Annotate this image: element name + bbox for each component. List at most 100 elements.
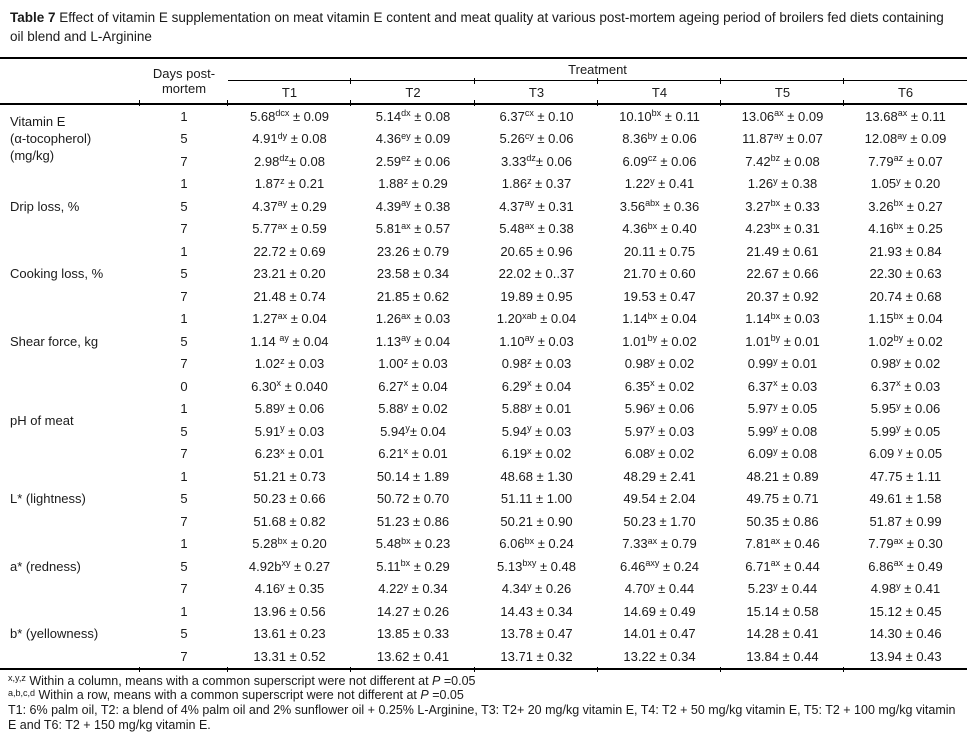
header-row-treatments: T1 T2 T3 T4 T5 T6 (0, 77, 967, 105)
day-cell: 5 (180, 333, 188, 349)
value-cell: 20.65 ± 0.96 (500, 243, 573, 259)
table-row: 5 4.92bxy ± 0.27 5.11bx ± 0.29 5.13bxy ± 0.… (0, 555, 967, 578)
day-cell: 7 (180, 446, 188, 462)
value-cell: 23.58 ± 0.34 (376, 266, 450, 282)
value-cell: 6.37x ± 0.03 (870, 378, 941, 394)
days-postmortem-header: Days post-mortem (139, 58, 228, 105)
value-cell: 1.14 ay ± 0.04 (250, 333, 329, 349)
value-cell: 5.28bx ± 0.20 (252, 535, 327, 552)
value-cell: 1.86z ± 0.37 (501, 175, 572, 192)
parameter-label: b* (yellowness) (10, 626, 99, 642)
value-cell: 4.91dy ± 0.08 (252, 130, 327, 147)
table-row: 5 4.37ay ± 0.29 4.39ay ± 0.38 4.37ay ± 0.31… (0, 195, 967, 218)
value-cell: 7.79ax ± 0.30 (868, 535, 943, 552)
superscript: y (527, 423, 532, 434)
parameter-label: Vitamin E (α-tocopherol) (mg/kg) (10, 114, 92, 164)
superscript: y (650, 423, 655, 434)
value-cell: 1.00z ± 0.03 (378, 355, 448, 372)
superscript: y (280, 580, 285, 591)
value-cell: 4.16y ± 0.35 (254, 580, 325, 597)
superscript: ax (774, 108, 784, 119)
value-cell: 1.10ay ± 0.03 (499, 333, 574, 349)
day-cell: 7 (180, 153, 188, 169)
value-cell: 5.95y ± 0.06 (870, 400, 941, 417)
paper-page: Table 7 Effect of vitamin E supplementat… (0, 8, 967, 733)
table-row: 7 6.23x ± 0.01 6.21x ± 0.01 6.19x ± 0.02 6.0… (0, 443, 967, 466)
value-cell: 21.49 ± 0.61 (746, 243, 819, 259)
superscript: y (527, 580, 532, 591)
value-cell: 1.87z ± 0.21 (254, 175, 325, 192)
value-cell: 5.97y ± 0.05 (747, 400, 818, 417)
superscript: a,b,c,d (8, 687, 36, 698)
column-header-t1: T1 (227, 80, 351, 105)
value-cell: 13.61 ± 0.23 (253, 626, 326, 642)
value-cell: 6.09cz ± 0.06 (622, 153, 697, 169)
value-cell: 5.48bx ± 0.23 (375, 535, 451, 552)
value-cell: 14.30 ± 0.46 (869, 626, 942, 642)
superscript: z (403, 175, 409, 186)
value-cell: 6.37x ± 0.03 (747, 378, 818, 394)
day-cell: 1 (180, 311, 188, 327)
superscript: x (280, 445, 285, 456)
table-row: Cooking loss, % 1 22.72 ± 0.69 23.26 ± 0.79… (0, 240, 967, 282)
value-cell: 49.61 ± 1.58 (869, 491, 942, 507)
day-cell: 5 (180, 558, 188, 574)
superscript: ax (277, 220, 288, 231)
value-cell: 10.10bx ± 0.11 (619, 108, 700, 124)
day-cell: 5 (180, 266, 188, 282)
day-cell: 0 (180, 378, 188, 394)
value-cell: 51.68 ± 0.82 (253, 513, 326, 529)
value-cell: 13.22 ± 0.34 (597, 645, 721, 671)
value-cell: 6.27x ± 0.04 (378, 378, 448, 394)
value-cell: 5.99y ± 0.08 (747, 423, 818, 439)
superscript: ax (893, 558, 904, 569)
superscript: z (527, 175, 532, 186)
superscript: bx (770, 198, 781, 209)
superscript: ax (770, 558, 781, 569)
day-cell: 1 (180, 108, 188, 124)
value-cell: 5.11bx ± 0.29 (376, 558, 450, 574)
superscript: xy (281, 558, 291, 569)
footnote-line: x,y,z Within a column, means with a comm… (8, 673, 476, 688)
superscript: y (650, 355, 655, 366)
superscript: ay (277, 198, 288, 209)
value-cell: 6.23x ± 0.01 (254, 445, 325, 462)
value-cell: 50.21 ± 0.90 (500, 513, 573, 529)
value-cell: 20.74 ± 0.68 (869, 288, 942, 304)
superscript: ez (401, 153, 411, 164)
value-cell: 48.21 ± 0.89 (746, 468, 819, 484)
superscript: ay (401, 198, 411, 209)
value-cell: 0.98y ± 0.02 (870, 355, 941, 372)
superscript: ax (897, 108, 908, 119)
superscript: y (896, 423, 901, 434)
value-cell: 7.81ax ± 0.46 (745, 535, 820, 552)
table-row: Shear force, kg 1 1.27ax ± 0.04 1.26ax ± 0.… (0, 308, 967, 349)
value-cell: 4.22y ± 0.34 (378, 580, 448, 597)
value-cell: 4.16bx ± 0.25 (868, 220, 943, 237)
value-cell: 49.54 ± 2.04 (623, 491, 696, 507)
table-row: L* (lightness) 1 51.21 ± 0.73 50.14 ± 1.89 4… (0, 465, 967, 507)
column-header-t3: T3 (474, 77, 598, 105)
value-cell: 51.21 ± 0.73 (253, 468, 326, 484)
day-cell: 7 (180, 288, 188, 304)
value-cell: 3.27bx ± 0.33 (745, 198, 820, 214)
value-cell: 2.98dz± 0.08 (254, 153, 325, 169)
value-cell: 7.79az ± 0.07 (868, 153, 943, 169)
superscript: x (403, 445, 409, 456)
day-cell: 1 (180, 401, 188, 417)
value-cell: 20.11 ± 0.75 (623, 243, 696, 259)
parameter-label: L* (lightness) (10, 491, 86, 507)
value-cell: 23.21 ± 0.20 (253, 266, 326, 282)
value-cell: 51.23 ± 0.86 (376, 513, 450, 529)
value-cell: 0.98z ± 0.03 (501, 355, 572, 372)
value-cell: 15.12 ± 0.45 (869, 603, 942, 619)
value-cell: 50.14 ± 1.89 (376, 468, 450, 484)
value-cell: 1.26ax ± 0.03 (375, 310, 451, 327)
day-cell: 1 (180, 468, 188, 484)
superscript: x,y,z (8, 673, 26, 683)
value-cell: 22.67 ± 0.66 (746, 266, 819, 282)
value-cell: 19.89 ± 0.95 (500, 288, 573, 304)
value-cell: 5.48ax ± 0.38 (499, 220, 574, 237)
table-header: Days post-mortem Treatment T1 T2 T3 T4 T… (0, 58, 967, 105)
table-row: pH of meat 0 6.30x ± 0.040 6.27x ± 0.04 6.29… (0, 375, 967, 428)
